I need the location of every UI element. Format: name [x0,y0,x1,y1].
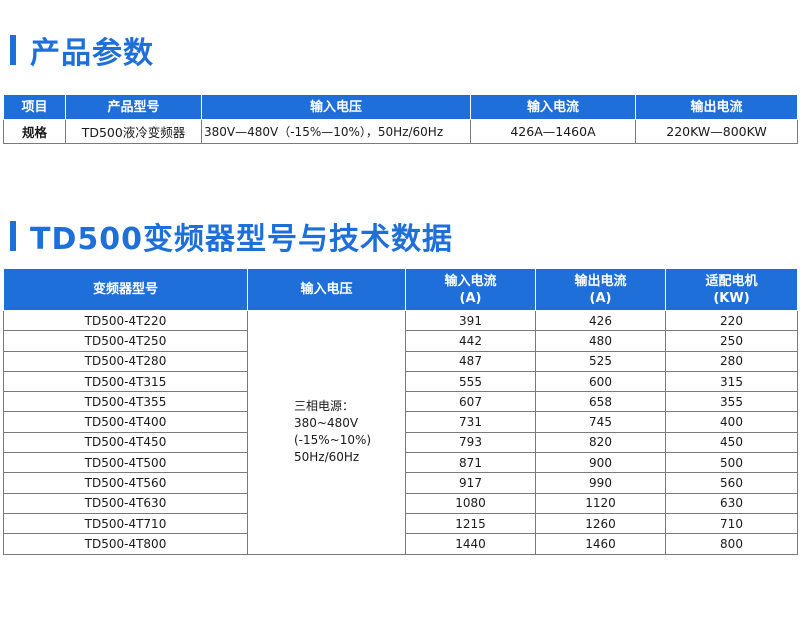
input-current-cell: 442 [405,330,536,352]
output-current-cell: 600 [535,370,666,393]
header-cell: 项目 [3,94,66,120]
model-cell: TD500-4T500 [3,452,248,474]
model-cell: TD500-4T710 [3,512,248,535]
voltage-line: (-15%~10%) [294,433,372,448]
motor-power-cell: 280 [665,350,798,372]
table-header-row: 项目 产品型号 输入电压 输入电流 输出电流 [3,94,798,120]
input-current-cell: 917 [405,472,536,494]
header-line: 输出电流 [574,273,627,289]
motor-power-cell: 315 [665,370,798,393]
voltage-line: 380~480V [294,416,359,431]
header-cell: 产品型号 [65,94,202,120]
output-current-cell: 220KW—800KW [635,119,798,144]
table-row: TD500-4T500 871 900 500 [3,452,798,474]
section-title-text: TD500变频器型号与技术数据 [30,222,453,257]
voltage-line: 50Hz/60Hz [294,450,360,465]
motor-power-cell: 800 [665,533,798,555]
model-cell: TD500-4T220 [3,309,248,332]
motor-power-cell: 355 [665,391,798,413]
input-current-cell: 555 [405,370,536,393]
input-current-cell: 871 [405,452,536,474]
model-cell: TD500-4T450 [3,431,248,454]
header-cell-output-current: 输出电流 (A) [535,268,666,311]
header-cell: 输出电流 [635,94,798,120]
table-row: 规格 TD500液冷变频器 380V—480V（-15%—10%），50Hz/6… [3,119,798,144]
voltage-line: 三相电源： [294,399,355,414]
header-cell-voltage: 输入电压 [247,268,406,311]
product-params-table: 项目 产品型号 输入电压 输入电流 输出电流 规格 TD500液冷变频器 380… [3,94,798,144]
model-cell: TD500液冷变频器 [65,119,202,144]
table-row: TD500-4T450 793 820 450 [3,431,798,454]
output-current-cell: 426 [535,309,666,332]
motor-power-cell: 560 [665,472,798,494]
model-cell: TD500-4T250 [3,330,248,352]
input-voltage-merged-cell: 三相电源： 380~480V (-15%~10%) 50Hz/60Hz [247,310,406,555]
table-row: TD500-4T315 555 600 315 [3,370,798,393]
spec-label-cell: 规格 [3,119,66,144]
section-title-text: 产品参数 [30,36,154,71]
output-current-cell: 990 [535,472,666,494]
input-current-cell: 731 [405,411,536,433]
input-current-cell: 1080 [405,492,536,514]
model-cell: TD500-4T800 [3,533,248,555]
header-cell-motor: 适配电机 (KW) [665,268,798,311]
header-unit: (A) [589,290,612,306]
output-current-cell: 900 [535,452,666,474]
output-current-cell: 745 [535,411,666,433]
model-cell: TD500-4T630 [3,492,248,514]
model-cell: TD500-4T560 [3,472,248,494]
input-current-cell: 1215 [405,512,536,535]
output-current-cell: 1120 [535,492,666,514]
header-unit: (A) [459,290,482,306]
output-current-cell: 480 [535,330,666,352]
motor-power-cell: 220 [665,309,798,332]
model-cell: TD500-4T400 [3,411,248,433]
input-current-cell: 793 [405,431,536,454]
title-accent-bar [10,35,16,65]
header-line: 变频器型号 [92,282,158,297]
output-current-cell: 820 [535,431,666,454]
table-row: TD500-4T400 731 745 400 [3,411,798,433]
model-cell: TD500-4T355 [3,391,248,413]
voltage-cell: 380V—480V（-15%—10%），50Hz/60Hz [201,119,471,144]
motor-power-cell: 710 [665,512,798,535]
header-cell-model: 变频器型号 [3,268,248,311]
model-cell: TD500-4T315 [3,370,248,393]
motor-power-cell: 400 [665,411,798,433]
models-table: 变频器型号 输入电压 输入电流 (A) 输出电流 (A) 适配电机 (KW) TD50… [3,268,798,555]
header-cell-input-current: 输入电流 (A) [405,268,536,311]
motor-power-cell: 250 [665,330,798,352]
output-current-cell: 1460 [535,533,666,555]
table-row: TD500-4T355 607 658 355 [3,391,798,413]
table-header-row: 变频器型号 输入电压 输入电流 (A) 输出电流 (A) 适配电机 (KW) [3,268,798,311]
input-current-cell: 426A—1460A [470,119,636,144]
output-current-cell: 1260 [535,512,666,535]
header-cell: 输入电压 [201,94,471,120]
motor-power-cell: 500 [665,452,798,474]
header-cell: 输入电流 [470,94,636,120]
models-table-body: TD500-4T220 三相电源： 380~480V (-15%~10%) 50Hz/6… [3,309,798,555]
header-line: 输入电流 [444,273,497,289]
table-row: TD500-4T220 三相电源： 380~480V (-15%~10%) 50Hz/6… [3,309,798,555]
table-row: TD500-4T710 1215 1260 710 [3,512,798,535]
input-current-cell: 487 [405,350,536,372]
output-current-cell: 658 [535,391,666,413]
motor-power-cell: 630 [665,492,798,514]
section-title-models: TD500变频器型号与技术数据 [10,214,453,258]
table-row: TD500-4T800 1440 1460 800 [3,533,798,555]
model-cell: TD500-4T280 [3,350,248,372]
input-current-cell: 391 [405,309,536,332]
header-line: 输入电压 [300,282,353,297]
section-title-product-params: 产品参数 [10,28,154,72]
header-line: 适配电机 [705,273,758,289]
title-accent-bar [10,221,16,251]
input-current-cell: 607 [405,391,536,413]
input-current-cell: 1440 [405,533,536,555]
motor-power-cell: 450 [665,431,798,454]
header-unit: (KW) [713,290,750,306]
table-row: TD500-4T630 1080 1120 630 [3,492,798,514]
output-current-cell: 525 [535,350,666,372]
